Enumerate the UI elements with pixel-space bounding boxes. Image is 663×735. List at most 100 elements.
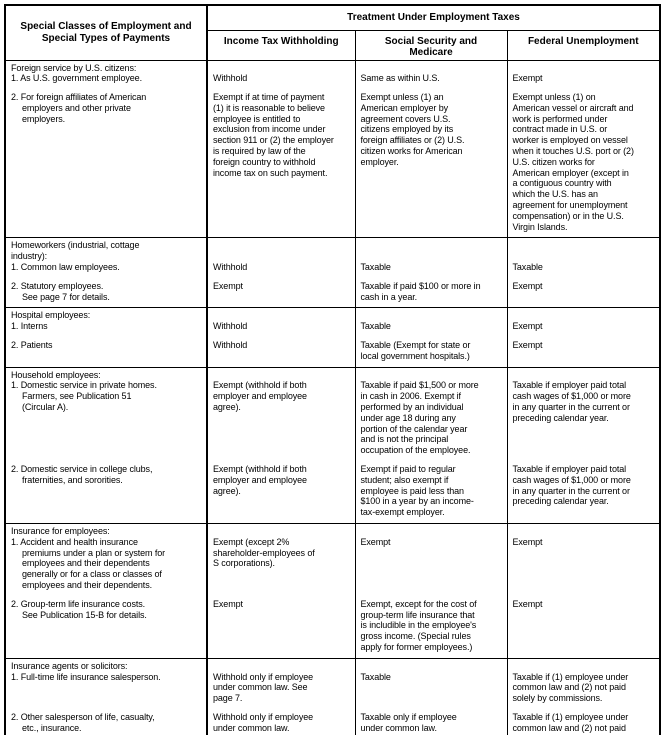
col-header-special-classes: Special Classes of Employment and Specia… bbox=[20, 20, 192, 44]
header-row-sub: Income Tax Withholding Social Security a… bbox=[5, 29, 660, 60]
cell-special-class: 2. Group-term life insurance costs. See … bbox=[11, 598, 147, 620]
section-title: Insurance agents or solicitors: bbox=[11, 660, 128, 671]
item-row: 2. Statutory employees. See page 7 for d… bbox=[5, 272, 660, 308]
empty-cell bbox=[206, 237, 355, 263]
empty-cell bbox=[506, 523, 660, 537]
item-row: 1. Domestic service in private homes. Fa… bbox=[5, 380, 660, 456]
cell-social-security-medicare: Taxable only if employee under common la… bbox=[354, 703, 507, 735]
empty-cell bbox=[206, 60, 355, 74]
empty-cell bbox=[354, 658, 507, 672]
cell-social-security-medicare: Taxable if paid $100 or more in cash in … bbox=[354, 272, 507, 308]
cell-federal-unemployment: Exempt bbox=[506, 73, 660, 85]
empty-cell bbox=[206, 658, 355, 672]
cell-special-class: 2. Patients bbox=[11, 340, 53, 351]
cell-social-security-medicare: Taxable (Exempt for state or local gover… bbox=[354, 332, 507, 368]
item-row: 1. Common law employees. Withhold Taxable T… bbox=[5, 262, 660, 273]
table-section: Hospital employees: 1. Interns Withhold Tax… bbox=[5, 307, 660, 368]
cell-special-class: 1. Common law employees. bbox=[11, 262, 120, 273]
cell-social-security-medicare: Taxable bbox=[354, 321, 507, 333]
cell-federal-unemployment: Exempt bbox=[506, 321, 660, 333]
table-header: Special Classes of Employment and Specia… bbox=[5, 5, 660, 60]
cell-income-tax-withholding: Exempt bbox=[206, 590, 355, 659]
cell-special-class: 1. Accident and health insurance premium… bbox=[11, 536, 166, 590]
empty-cell bbox=[206, 307, 355, 322]
section-title-row: Household employees: bbox=[5, 367, 660, 381]
item-row: 2. Group-term life insurance costs. See … bbox=[5, 590, 660, 659]
col-header-federal-unemployment: Federal Unemployment bbox=[506, 29, 660, 60]
empty-cell bbox=[506, 60, 660, 74]
section-title: Insurance for employees: bbox=[11, 525, 110, 536]
empty-cell bbox=[354, 367, 507, 381]
cell-income-tax-withholding: Exempt if at time of payment (1) it is r… bbox=[206, 84, 355, 238]
employment-tax-treatment-table: Special Classes of Employment and Specia… bbox=[4, 4, 661, 735]
empty-cell bbox=[506, 658, 660, 672]
cell-income-tax-withholding: Withhold bbox=[206, 321, 355, 333]
item-row: 1. Interns Withhold Taxable Exempt bbox=[5, 321, 660, 333]
cell-income-tax-withholding: Withhold only if employee under common l… bbox=[206, 671, 355, 704]
cell-social-security-medicare: Exempt, except for the cost of group-ter… bbox=[354, 590, 507, 659]
item-row: 2. For foreign affiliates of American em… bbox=[5, 84, 660, 238]
cell-federal-unemployment: Taxable if (1) employee under common law… bbox=[506, 703, 660, 735]
cell-special-class: 2. Statutory employees. See page 7 for d… bbox=[11, 280, 110, 302]
cell-federal-unemployment: Taxable if employer paid total cash wage… bbox=[506, 456, 660, 524]
cell-special-class: 1. Interns bbox=[11, 321, 48, 332]
cell-social-security-medicare: Same as within U.S. bbox=[354, 73, 507, 85]
cell-federal-unemployment: Exempt bbox=[506, 272, 660, 308]
table-section: Homeworkers (industrial, cottage industr… bbox=[5, 237, 660, 308]
table-section: Household employees: 1. Domestic service … bbox=[5, 367, 660, 524]
empty-cell bbox=[354, 307, 507, 322]
empty-cell bbox=[354, 237, 507, 263]
cell-income-tax-withholding: Withhold bbox=[206, 332, 355, 368]
item-row: 1. Accident and health insurance premium… bbox=[5, 536, 660, 591]
cell-social-security-medicare: Exempt bbox=[354, 536, 507, 591]
empty-cell bbox=[506, 367, 660, 381]
section-title-row: Insurance for employees: bbox=[5, 523, 660, 537]
cell-income-tax-withholding: Exempt (except 2% shareholder-employees … bbox=[206, 536, 355, 591]
cell-special-class: 2. Other salesperson of life, casualty, … bbox=[11, 711, 155, 733]
cell-special-class: 1. Full-time life insurance salesperson. bbox=[11, 671, 161, 682]
section-title: Foreign service by U.S. citizens: bbox=[11, 62, 137, 73]
cell-federal-unemployment: Exempt bbox=[506, 332, 660, 368]
cell-special-class: 2. For foreign affiliates of American em… bbox=[11, 92, 147, 124]
cell-income-tax-withholding: Exempt (withhold if both employer and em… bbox=[206, 380, 355, 456]
item-row: 1. As U.S. government employee. Withhold S… bbox=[5, 73, 660, 85]
cell-social-security-medicare: Taxable if paid $1,500 or more in cash i… bbox=[354, 380, 507, 456]
cell-income-tax-withholding: Withhold bbox=[206, 73, 355, 85]
cell-federal-unemployment: Exempt bbox=[506, 590, 660, 659]
section-title-row: Homeworkers (industrial, cottage industr… bbox=[5, 237, 660, 263]
section-title: Homeworkers (industrial, cottage industr… bbox=[11, 240, 140, 262]
section-title: Hospital employees: bbox=[11, 310, 91, 321]
table-section: Foreign service by U.S. citizens: 1. As U… bbox=[5, 60, 660, 238]
empty-cell bbox=[354, 523, 507, 537]
item-row: 2. Other salesperson of life, casualty, … bbox=[5, 703, 660, 735]
cell-social-security-medicare: Exempt if paid to regular student; also … bbox=[354, 456, 507, 524]
empty-cell bbox=[206, 367, 355, 381]
empty-cell bbox=[354, 60, 507, 74]
section-title-row: Insurance agents or solicitors: bbox=[5, 658, 660, 672]
cell-federal-unemployment: Exempt unless (1) on American vessel or … bbox=[506, 84, 660, 238]
cell-income-tax-withholding: Withhold bbox=[206, 262, 355, 273]
cell-social-security-medicare: Exempt unless (1) an American employer b… bbox=[354, 84, 507, 238]
item-row: 2. Patients Withhold Taxable (Exempt for s… bbox=[5, 332, 660, 368]
cell-federal-unemployment: Taxable if employer paid total cash wage… bbox=[506, 380, 660, 456]
cell-federal-unemployment: Taxable if (1) employee under common law… bbox=[506, 671, 660, 704]
cell-special-class: 2. Domestic service in college clubs, fr… bbox=[11, 464, 153, 485]
cell-income-tax-withholding: Exempt (withhold if both employer and em… bbox=[206, 456, 355, 524]
cell-special-class: 1. Domestic service in private homes. Fa… bbox=[11, 380, 157, 413]
section-title-row: Hospital employees: bbox=[5, 307, 660, 322]
col-header-social-security-medicare: Social Security and Medicare bbox=[354, 29, 507, 60]
empty-cell bbox=[206, 523, 355, 537]
section-title: Household employees: bbox=[11, 369, 101, 380]
cell-special-class: 1. As U.S. government employee. bbox=[11, 73, 142, 84]
table-section: Insurance agents or solicitors: 1. Full-t… bbox=[5, 658, 660, 735]
header-row-top: Special Classes of Employment and Specia… bbox=[5, 5, 660, 44]
item-row: 2. Domestic service in college clubs, fr… bbox=[5, 456, 660, 524]
empty-cell bbox=[506, 307, 660, 322]
table-section: Insurance for employees: 1. Accident and … bbox=[5, 523, 660, 659]
item-row: 1. Full-time life insurance salesperson.… bbox=[5, 671, 660, 704]
cell-federal-unemployment: Taxable bbox=[506, 262, 660, 273]
cell-federal-unemployment: Exempt bbox=[506, 536, 660, 591]
cell-income-tax-withholding: Withhold only if employee under common l… bbox=[206, 703, 355, 735]
section-title-row: Foreign service by U.S. citizens: bbox=[5, 60, 660, 74]
cell-social-security-medicare: Taxable bbox=[354, 262, 507, 273]
